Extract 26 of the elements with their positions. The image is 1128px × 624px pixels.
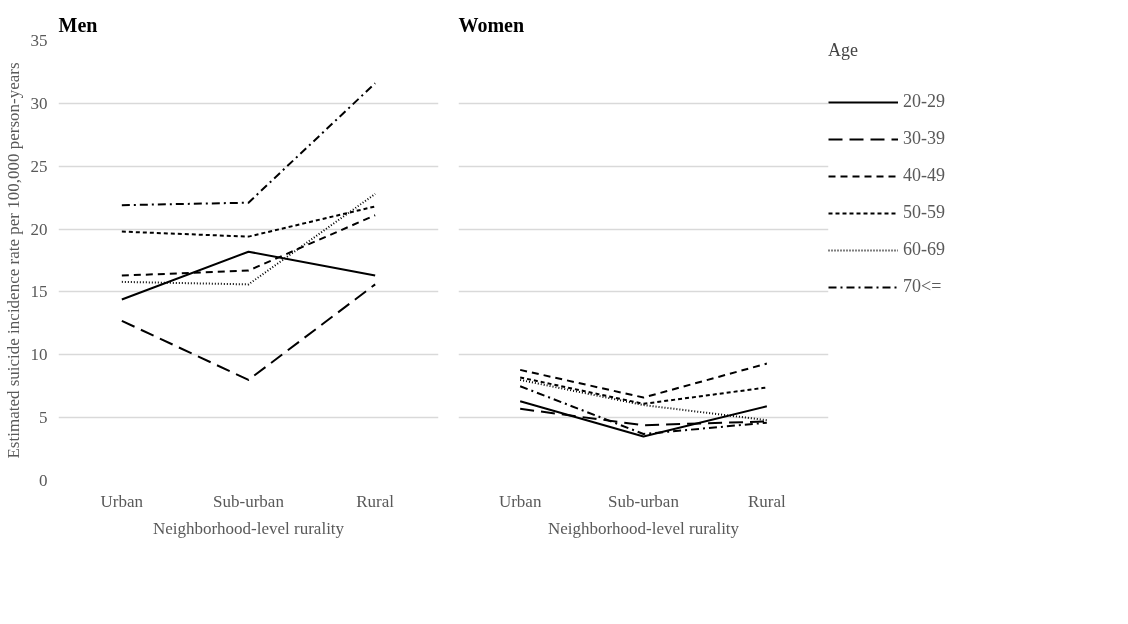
x-tick-label: Urban <box>100 491 144 511</box>
x-tick-label: Sub-urban <box>213 491 285 511</box>
chart-title: Men <box>58 13 98 36</box>
y-tick-label: 15 <box>30 282 48 302</box>
y-tick-label: 0 <box>39 471 48 490</box>
x-axis-title: Neighborhood-level rurality <box>547 518 740 538</box>
y-tick-label: 30 <box>30 93 48 113</box>
x-tick-label: Sub-urban <box>608 491 680 511</box>
legend-label: 30-39 <box>903 128 945 149</box>
legend-label: 40-49 <box>903 165 945 186</box>
y-tick-label: 20 <box>30 219 48 239</box>
y-axis-title: Estimated suicide incidence rate per 100,000 person-years <box>3 62 23 459</box>
chart-title: Women <box>458 13 525 36</box>
x-tick-label: Rural <box>356 491 395 511</box>
y-tick-label: 35 <box>30 31 48 50</box>
legend-title: Age <box>828 40 859 61</box>
legend-label: 50-59 <box>903 202 945 223</box>
y-tick-label: 5 <box>39 408 48 428</box>
y-tick-label: 10 <box>30 345 48 365</box>
legend-label: 60-69 <box>903 239 945 260</box>
x-tick-label: Urban <box>498 491 542 511</box>
x-tick-label: Rural <box>747 491 786 511</box>
x-axis-title: Neighborhood-level rurality <box>152 518 345 538</box>
legend-label: 20-29 <box>903 91 945 112</box>
legend-label: 70<= <box>903 276 942 297</box>
y-tick-label: 25 <box>30 156 48 176</box>
